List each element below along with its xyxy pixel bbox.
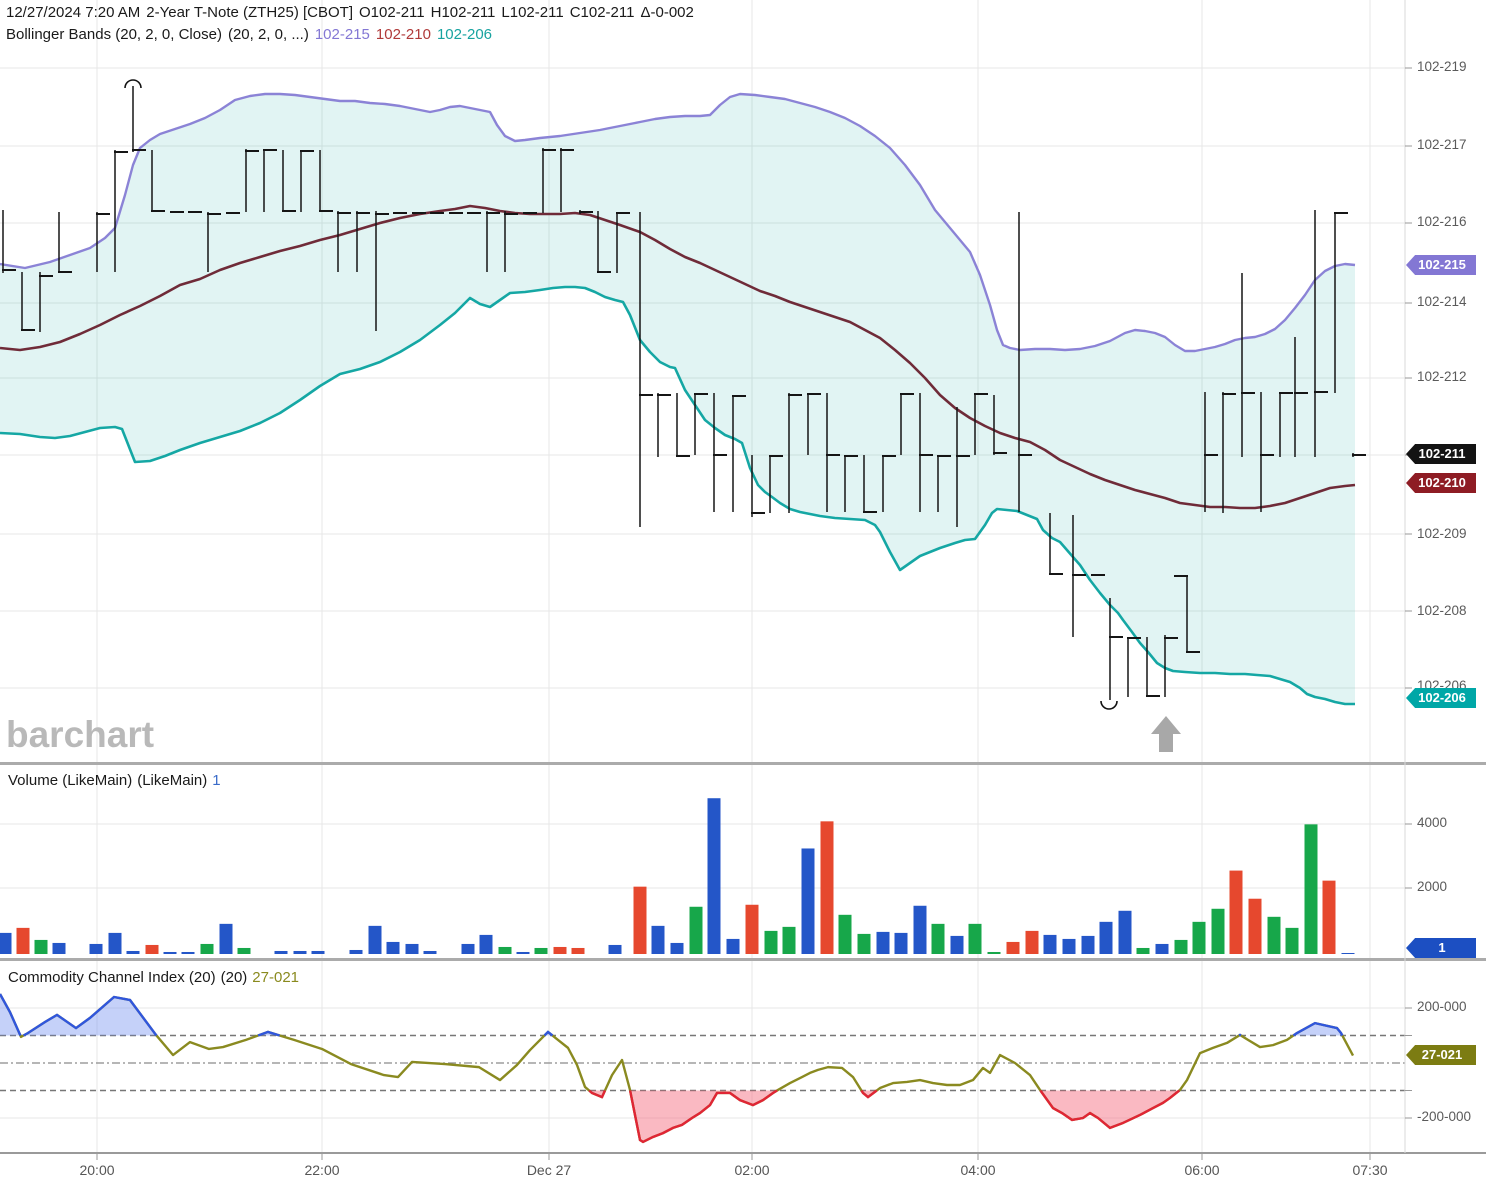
time-label: 02:00 xyxy=(734,1162,770,1178)
price-badge: 102-206 xyxy=(1406,688,1476,708)
cycle-top-marker-icon xyxy=(124,79,142,89)
cycle-bottom-marker-icon xyxy=(1100,700,1118,710)
bollinger-middle-line xyxy=(0,204,1356,510)
bb-middle-value: 102-210 xyxy=(375,26,431,43)
price-markers xyxy=(124,79,1181,752)
cci-badge: 27-021 xyxy=(1406,1045,1476,1065)
quote-header: 12/27/2024 7:20 AM 2-Year T-Note (ZTH25) … xyxy=(6,4,700,21)
volume-badge: 1 xyxy=(1406,938,1476,958)
cci-plot xyxy=(0,993,1355,1144)
time-label: Dec 27 xyxy=(526,1162,572,1178)
quote-open: O102-211 xyxy=(359,4,425,21)
quote-low: L102-211 xyxy=(501,4,564,21)
time-label: 06:00 xyxy=(1184,1162,1220,1178)
price-axis-label: 102-216 xyxy=(1417,214,1467,229)
cci-axis-label: -200-000 xyxy=(1417,1109,1472,1124)
price-bars xyxy=(2,86,1366,700)
time-label: 04:00 xyxy=(960,1162,996,1178)
bb-name: Bollinger Bands (20, 2, 0, Close) xyxy=(6,26,222,43)
price-axis-label: 102-217 xyxy=(1417,137,1467,152)
volume-value: 1 xyxy=(212,772,221,789)
volume-panel-title[interactable]: Volume (LikeMain) (LikeMain) 1 xyxy=(8,772,226,789)
time-label: 20:00 xyxy=(79,1162,115,1178)
price-axis-label: 102-212 xyxy=(1417,369,1467,384)
price-badge: 102-215 xyxy=(1406,255,1476,275)
cci-value: 27-021 xyxy=(252,969,300,986)
cci-title: Commodity Channel Index (20) xyxy=(8,969,216,986)
cci-panel-title[interactable]: Commodity Channel Index (20) (20) 27-021 xyxy=(8,969,304,986)
barchart-logo: barchart xyxy=(6,714,155,755)
price-axis-label: 102-214 xyxy=(1417,294,1467,309)
bollinger-lower-line xyxy=(0,285,1355,706)
volume-axis-label: 2000 xyxy=(1417,879,1448,894)
cci-axis-label: 200-000 xyxy=(1417,999,1467,1014)
quote-close: C102-211 xyxy=(569,4,635,21)
bb-params: (20, 2, 0, ...) xyxy=(227,26,309,43)
time-label: 07:30 xyxy=(1352,1162,1388,1178)
panel-separators xyxy=(0,0,1486,1154)
price-badge: 102-211 xyxy=(1406,444,1476,464)
bollinger-upper-line xyxy=(0,92,1356,353)
bb-lower-value: 102-206 xyxy=(436,26,493,43)
volume-title: Volume (LikeMain) xyxy=(8,772,133,789)
quote-change: Δ-0-002 xyxy=(640,4,694,21)
quote-high: H102-211 xyxy=(430,4,496,21)
bb-upper-value: 102-215 xyxy=(314,26,370,43)
cci-params: (20) xyxy=(220,969,248,986)
price-axis-label: 102-219 xyxy=(1417,59,1467,74)
volume-gridlines xyxy=(0,823,1405,889)
volume-params: (LikeMain) xyxy=(137,772,208,789)
indicator-header[interactable]: Bollinger Bands (20, 2, 0, Close) (20, 2,… xyxy=(6,26,498,43)
price-gridlines xyxy=(0,67,1405,689)
price-axis-label: 102-208 xyxy=(1417,603,1467,618)
cci-gridlines xyxy=(0,1007,1405,1119)
price-badge: 102-210 xyxy=(1406,473,1476,493)
vertical-gridlines xyxy=(96,0,1371,1152)
quote-datetime: 12/27/2024 7:20 AM xyxy=(6,4,141,21)
price-axis-label: 102-209 xyxy=(1417,526,1467,541)
quote-symbol: 2-Year T-Note (ZTH25) [CBOT] xyxy=(146,4,354,21)
volume-axis-label: 4000 xyxy=(1417,815,1448,830)
up-arrow-icon xyxy=(1151,716,1181,752)
volume-bars xyxy=(0,798,1355,954)
time-label: 22:00 xyxy=(304,1162,340,1178)
